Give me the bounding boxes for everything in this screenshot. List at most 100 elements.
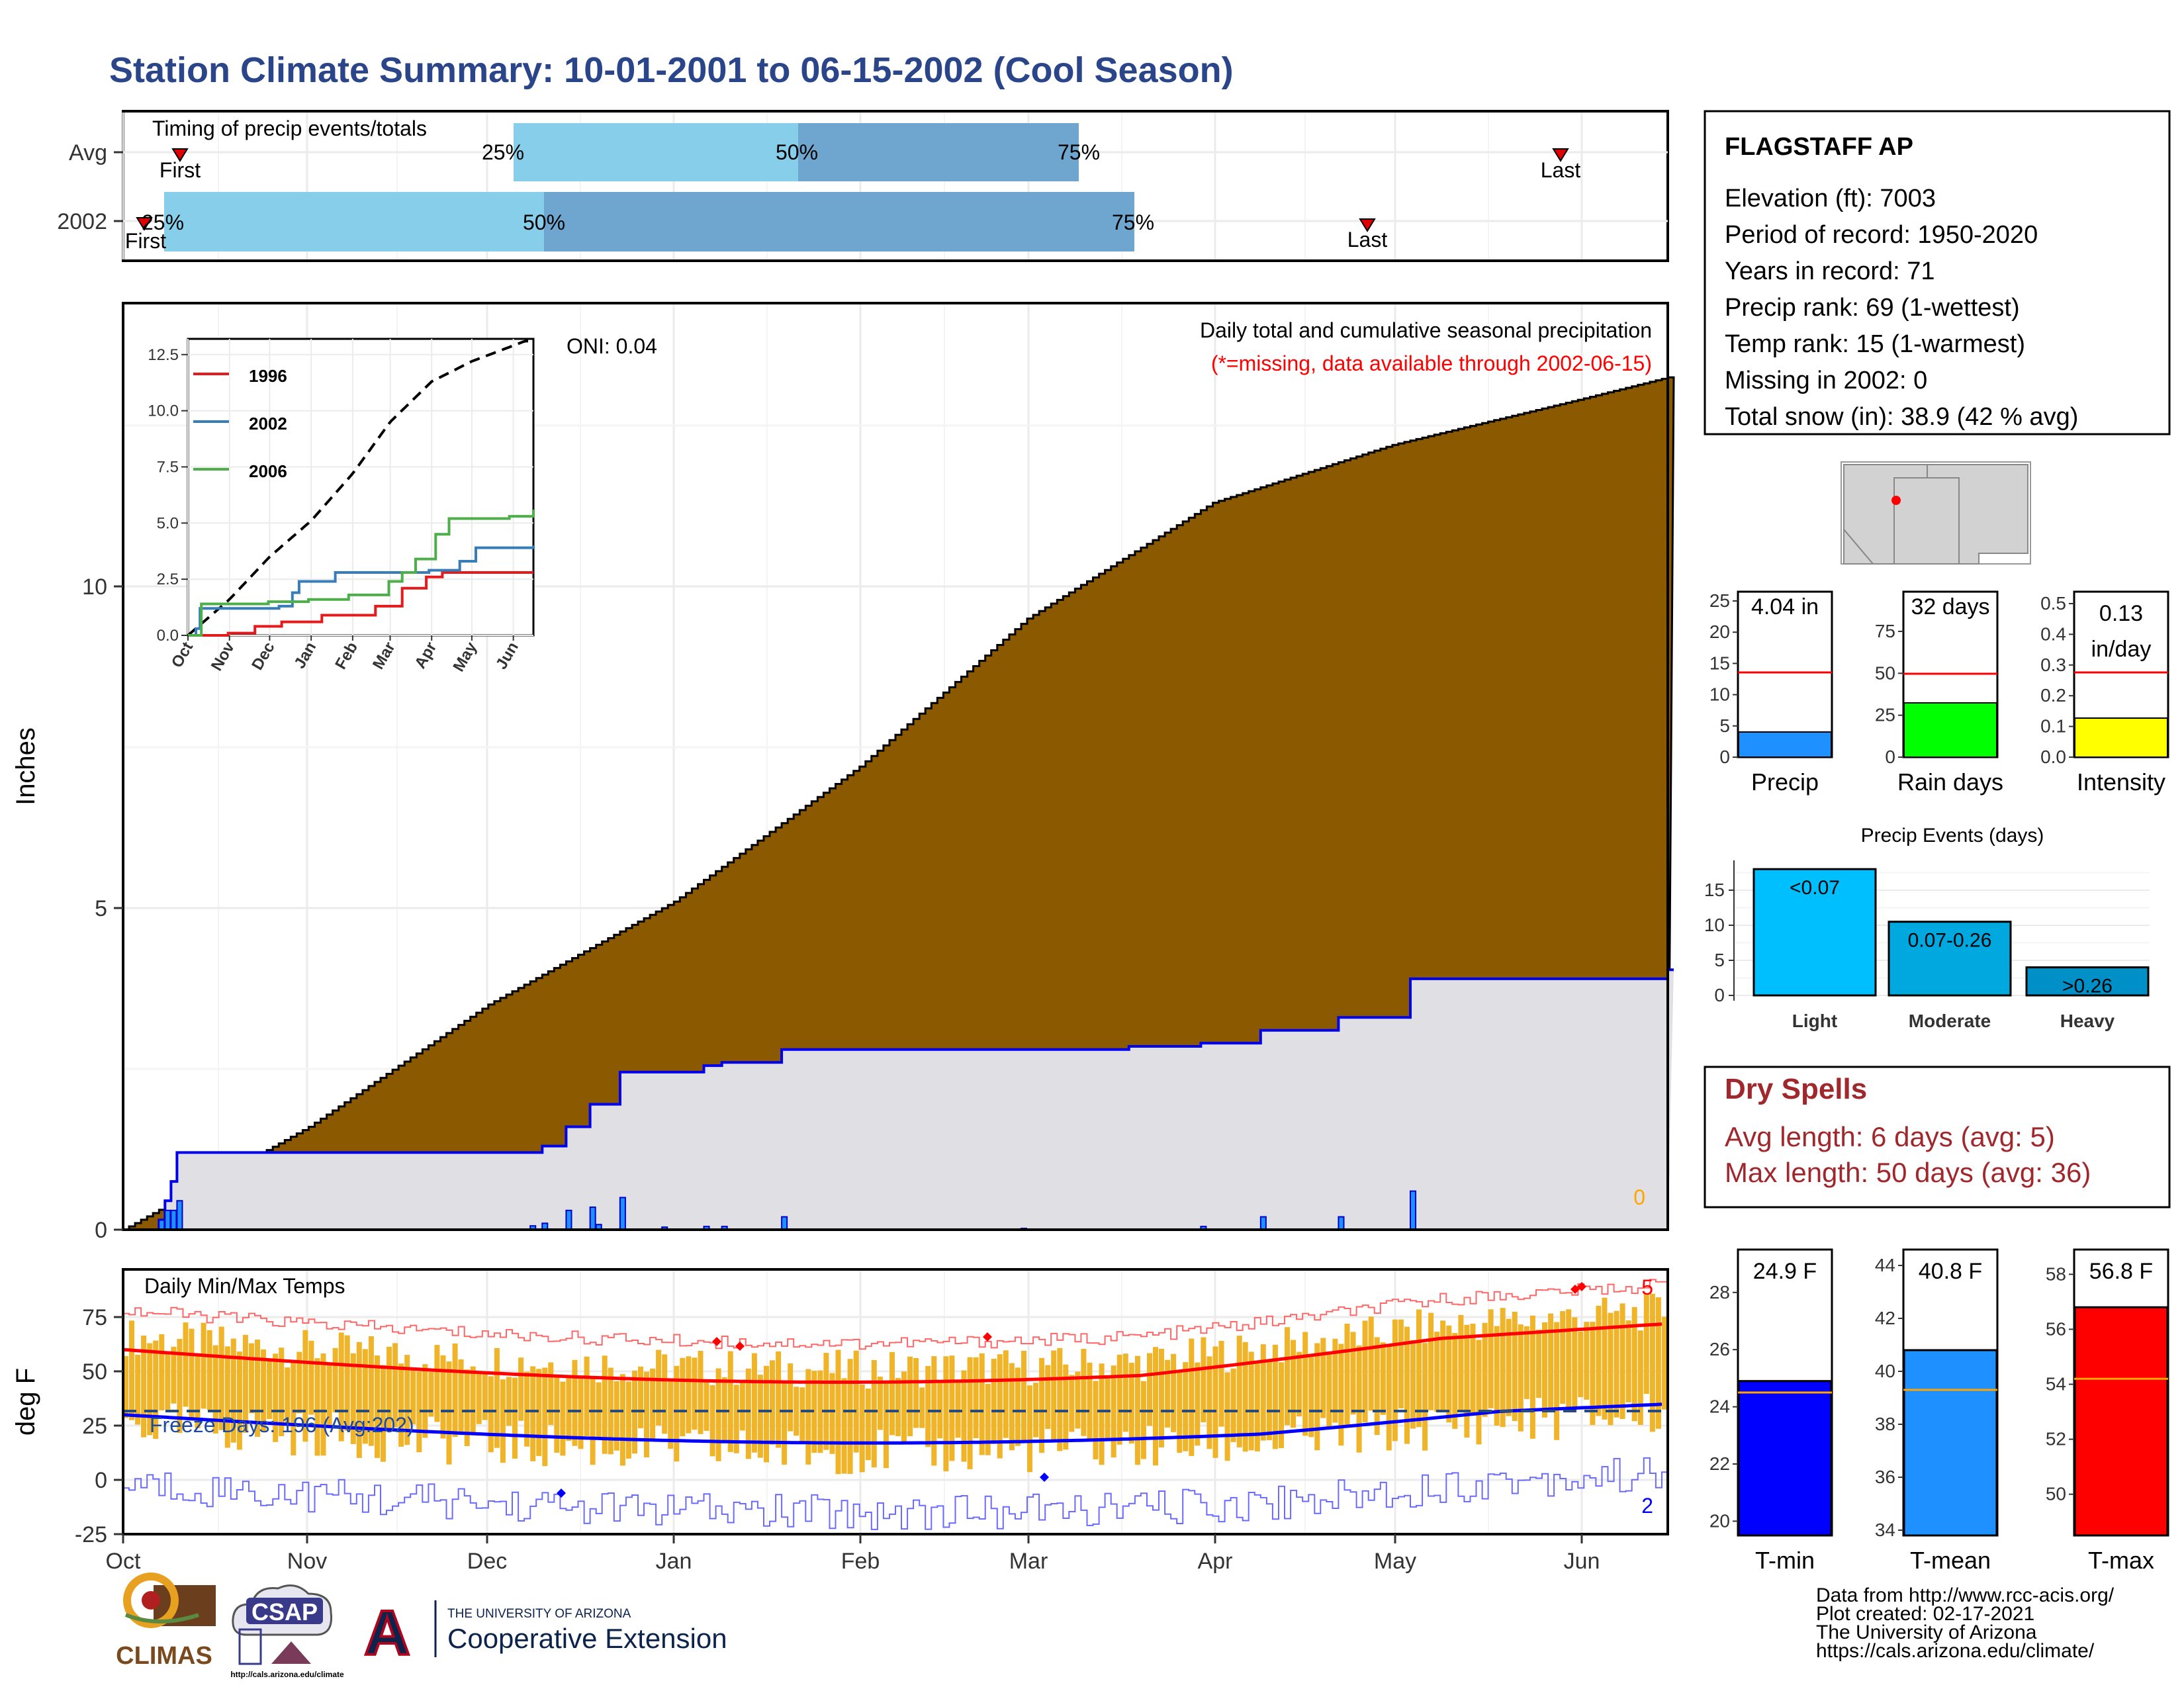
temp-range-bar — [255, 1340, 260, 1437]
precip-legend-title: Daily total and cumulative seasonal prec… — [1200, 318, 1652, 342]
csap-logo: CSAP http://cals.arizona.edu/climate — [230, 1584, 344, 1679]
temp-range-bar — [506, 1377, 512, 1426]
temp-range-bar — [273, 1353, 279, 1442]
temp-range-bar — [1596, 1305, 1602, 1416]
temp-range-bar — [889, 1351, 895, 1436]
temp-range-bar — [1134, 1355, 1140, 1465]
temp-range-bar — [877, 1377, 883, 1430]
temp-summary-ytick-label: 56 — [2046, 1318, 2066, 1339]
inset-ytick-label: 0.0 — [157, 627, 179, 645]
inset-ytick-label: 5.0 — [157, 514, 179, 532]
temp-range-bar — [350, 1353, 356, 1444]
temp-range-bar — [1488, 1309, 1494, 1408]
temp-chart-label: Daily Min/Max Temps — [144, 1274, 345, 1298]
temp-range-bar — [1057, 1348, 1063, 1451]
temp-ytick-label: 50 — [82, 1359, 107, 1385]
temp-range-bar — [1404, 1326, 1410, 1444]
temp-range-bar — [1434, 1332, 1440, 1412]
temp-range-bar — [314, 1358, 320, 1456]
temp-range-bar — [1063, 1364, 1069, 1450]
summary-ytick-label: 0.0 — [2040, 747, 2066, 767]
dry-spells-avg: Avg length: 6 days (avg: 5) — [1725, 1121, 2055, 1152]
temp-range-bar — [782, 1380, 788, 1465]
daily-precip-bar — [158, 1219, 165, 1231]
temp-range-bar — [212, 1345, 218, 1434]
temp-range-bar — [1338, 1344, 1344, 1446]
record-high-marker — [735, 1342, 745, 1351]
station-name: FLAGSTAFF AP — [1725, 133, 1913, 161]
station-line-0: Elevation (ft): 7003 — [1725, 185, 1936, 212]
inset-2006-line — [188, 509, 535, 637]
temp-range-bar — [1075, 1371, 1081, 1429]
temp-range-bar — [997, 1354, 1003, 1459]
temp-range-bar — [494, 1348, 500, 1448]
temp-range-bar — [1560, 1311, 1566, 1404]
main-ytick-label: 5 — [95, 896, 107, 921]
inset-avg-line — [187, 340, 533, 637]
temp-range-bar — [1524, 1326, 1529, 1399]
temp-range-bar — [1440, 1320, 1446, 1411]
temp-range-bar — [841, 1378, 847, 1474]
temp-summary-ytick-label: 54 — [2046, 1374, 2066, 1394]
temp-range-bar — [1291, 1340, 1297, 1428]
temp-range-bar — [686, 1356, 692, 1434]
temp-range-bar — [907, 1356, 913, 1436]
station-location-dot — [1891, 496, 1901, 505]
temp-ytick-label: 0 — [95, 1468, 107, 1493]
temp-range-bar — [381, 1365, 386, 1462]
temp-summary-ytick-label: 40 — [1875, 1361, 1895, 1381]
daily-precip-bar — [170, 1209, 177, 1230]
temp-range-bar — [1529, 1315, 1535, 1439]
temp-range-bar — [865, 1389, 871, 1461]
temp-range-bar — [1218, 1340, 1224, 1427]
temp-range-bar — [590, 1377, 596, 1465]
cumulative-2002-line — [123, 968, 1674, 1231]
event-bar-heavy — [2025, 966, 2150, 997]
dry-spells-max: Max length: 50 days (avg: 36) — [1725, 1157, 2091, 1188]
daily-precip-bar — [619, 1197, 626, 1231]
temp-range-bar — [1368, 1316, 1374, 1411]
yr-first-50-bar — [164, 192, 544, 251]
temp-range-bar — [344, 1335, 350, 1431]
temp-range-bar — [201, 1322, 206, 1409]
yr-first-label: First — [125, 229, 166, 253]
summary-ytick-label: 0 — [1719, 747, 1730, 767]
temp-range-bar — [123, 1356, 128, 1418]
temp-range-bar — [1171, 1353, 1177, 1432]
temp-range-bar — [1649, 1293, 1655, 1432]
month-label: Jun — [1564, 1549, 1600, 1574]
footer-line-2: The University of Arizona — [1816, 1622, 2037, 1643]
temp-range-bar — [1458, 1314, 1464, 1410]
temp-range-bar — [1566, 1309, 1572, 1412]
temp-range-bar — [482, 1372, 488, 1420]
yr-first-marker — [136, 217, 153, 231]
temp-range-bar — [1398, 1319, 1404, 1409]
precip-total-value: 4.04 in — [1751, 594, 1819, 619]
tmax-panel: 56.8 F T-max 50 52 54 56 58 — [2046, 1248, 2169, 1574]
temp-range-bar — [1470, 1324, 1476, 1416]
daily-precip-bar — [164, 1209, 171, 1230]
inset-ytick-label: 2.5 — [157, 571, 179, 588]
avg-high-line — [122, 1322, 1662, 1384]
temp-range-bar — [129, 1320, 134, 1420]
summary-ytick-label: 5 — [1719, 715, 1730, 736]
temp-range-bar — [625, 1381, 631, 1459]
temp-range-bar — [1500, 1308, 1506, 1428]
temp-range-bar — [410, 1369, 416, 1425]
temp-range-bar — [1422, 1343, 1428, 1451]
temp-range-bar — [1590, 1322, 1596, 1426]
temp-range-bar — [1009, 1363, 1015, 1451]
temp-range-bar — [249, 1343, 254, 1414]
temp-range-bar — [925, 1365, 931, 1447]
temp-range-bar — [1655, 1297, 1661, 1429]
precip-total-panel: 4.04 in Precip 0 5 10 15 20 25 — [1709, 590, 1833, 796]
temp-range-bar — [1662, 1316, 1667, 1410]
temp-range-bar — [368, 1336, 374, 1446]
daily-precip-bar — [565, 1209, 572, 1230]
record-low-count: 2 — [1641, 1494, 1653, 1518]
rain-days-bar — [1903, 702, 1997, 758]
temp-summary-ytick-label: 52 — [2046, 1429, 2066, 1449]
temp-range-bar — [1248, 1351, 1254, 1451]
temp-range-bar — [955, 1380, 961, 1438]
